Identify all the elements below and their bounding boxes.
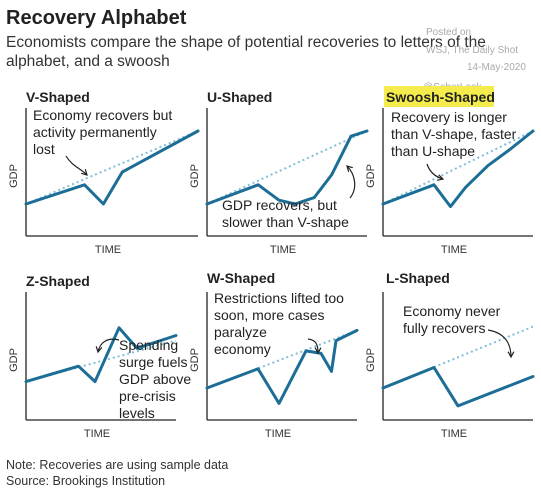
annotation-text: Economy never fully recovers	[403, 303, 501, 336]
chart-subtitle: Economists compare the shape of potentia…	[6, 34, 486, 70]
panel-w-shaped: W-Shaped GDP TIME Restrictions lifted too so…	[189, 270, 359, 440]
annotation-line: Economy recovers but	[33, 107, 172, 123]
annotation-text: Spending surge fuels GDP above pre-crisis le…	[119, 337, 191, 421]
annotation-line: Restrictions lifted too	[214, 290, 344, 306]
annotation-text: Recovery is longer than V-shape, faster th…	[391, 109, 517, 159]
annotation-line: GDP recovers, but	[222, 197, 337, 213]
annotation-line: paralyze	[214, 324, 267, 340]
panel-l-shaped: L-Shaped GDP TIME Economy never fully recove…	[365, 270, 535, 440]
x-axis-label: TIME	[441, 428, 467, 440]
annotation-line: GDP above	[119, 371, 191, 387]
annotation-line: surge fuels	[119, 354, 187, 370]
annotation-line: levels	[119, 405, 155, 421]
annotation-line: fully recovers	[403, 320, 485, 336]
panel-title: U-Shaped	[207, 89, 272, 105]
panel-title: Swoosh-Shaped	[386, 89, 495, 105]
gdp-series-line	[24, 129, 200, 206]
y-axis-label: GDP	[8, 348, 20, 372]
title-highlight	[384, 86, 494, 107]
gdp-series-line	[205, 328, 359, 405]
x-axis-label: TIME	[441, 244, 467, 256]
watermark-posted-on: Posted on	[426, 27, 472, 38]
annotation-line: soon, more cases	[214, 307, 325, 323]
annotation-line: lost	[33, 141, 55, 157]
y-axis-label: GDP	[8, 164, 20, 188]
annotation-arrow	[426, 163, 444, 180]
annotation-arrow	[487, 329, 512, 358]
x-axis-label: TIME	[95, 244, 121, 256]
annotation-text: Restrictions lifted too soon, more cases p…	[214, 290, 344, 357]
panel-z-shaped: Z-Shaped GDP TIME Spending surge fuels GDP ab…	[8, 273, 191, 440]
annotation-line: Spending	[119, 337, 178, 353]
watermark-date: 14-May-2020	[467, 62, 526, 73]
watermark-source: WSJ, The Daily Shot	[426, 45, 519, 56]
gdp-series-line	[381, 129, 535, 209]
panel-u-shaped: U-Shaped GDP TIME GDP recovers, but slower t…	[189, 89, 369, 256]
x-axis-label: TIME	[84, 428, 110, 440]
annotation-arrowhead	[436, 174, 445, 181]
annotation-line: Economy never	[403, 303, 501, 319]
annotation-line: economy	[214, 341, 271, 357]
trend-line	[206, 130, 368, 205]
annotation-arrow	[307, 338, 319, 354]
panel-title: Z-Shaped	[26, 273, 90, 289]
annotation-line: pre-crisis	[119, 388, 176, 404]
annotation-arrow	[65, 155, 88, 176]
y-axis-label: GDP	[365, 164, 377, 188]
annotation-line: Recovery is longer	[391, 109, 507, 125]
x-axis-label: TIME	[265, 428, 291, 440]
annotation-line: than U-shape	[391, 143, 475, 159]
annotation-line: than V-shape, faster	[391, 126, 517, 142]
annotation-line: activity permanently	[33, 124, 157, 140]
panel-title: L-Shaped	[386, 270, 450, 286]
footer-source: Source: Brookings Institution	[6, 474, 166, 488]
annotation-text: GDP recovers, but slower than V-shape	[222, 197, 349, 230]
annotation-arrowhead	[346, 165, 353, 172]
annotation-arrowhead	[314, 347, 322, 355]
annotation-arrow	[97, 338, 120, 353]
annotation-arrowhead	[507, 351, 515, 359]
panel-title: V-Shaped	[26, 89, 90, 105]
y-axis-label: GDP	[189, 164, 201, 188]
trend-line	[25, 130, 199, 205]
annotation-arrow	[346, 165, 356, 199]
annotation-line: slower than V-shape	[222, 214, 349, 230]
trend-line	[382, 325, 534, 389]
y-axis-label: GDP	[189, 348, 201, 372]
x-axis-label: TIME	[270, 244, 296, 256]
y-axis-label: GDP	[365, 348, 377, 372]
annotation-arrowhead	[95, 346, 103, 354]
annotation-arrowhead	[81, 169, 88, 176]
annotation-text: Economy recovers but activity permanently…	[33, 107, 172, 157]
gdp-series-line	[205, 129, 369, 206]
panel-title: W-Shaped	[207, 270, 275, 286]
gdp-series-line	[381, 366, 535, 408]
panel-v-shaped: V-Shaped GDP TIME Economy recovers but activ…	[8, 89, 200, 256]
footer-note: Note: Recoveries are using sample data	[6, 458, 229, 472]
gdp-series-line	[24, 326, 178, 384]
chart-title: Recovery Alphabet	[6, 7, 187, 29]
